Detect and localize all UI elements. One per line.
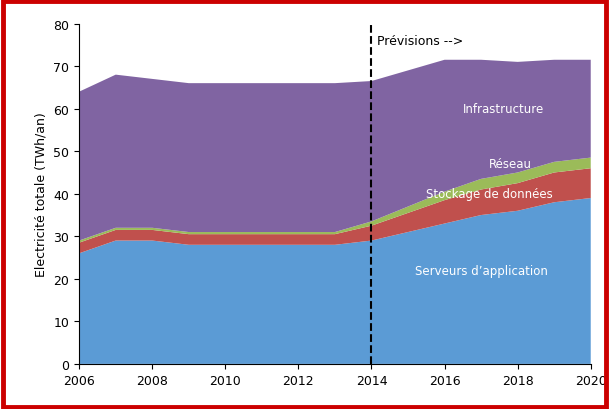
Text: Stockage de données: Stockage de données [426,188,553,201]
Y-axis label: Electricité totale (TWh/an): Electricité totale (TWh/an) [35,112,48,276]
Text: Serveurs d’application: Serveurs d’application [415,264,548,277]
Text: Prévisions -->: Prévisions --> [377,35,463,48]
Text: Réseau: Réseau [488,158,532,171]
Text: Infrastructure: Infrastructure [463,103,544,116]
